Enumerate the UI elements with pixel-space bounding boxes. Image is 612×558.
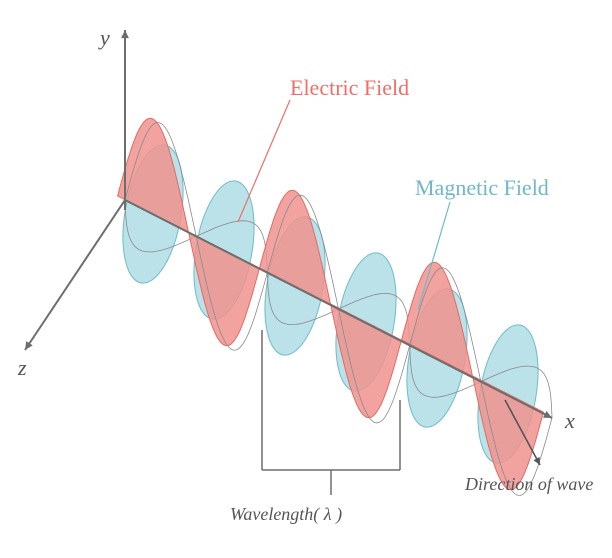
- axis-label-z: z: [17, 355, 27, 380]
- magnetic-label: Magnetic Field: [415, 175, 549, 200]
- electric-label: Electric Field: [290, 75, 409, 100]
- direction-label: Direction of wave: [464, 474, 593, 494]
- em-wave-diagram: y z x Direction of wave Electric Field Magnet…: [0, 0, 612, 558]
- wavelength-label: Wavelength( λ ): [230, 504, 342, 525]
- axis-label-y: y: [98, 25, 110, 50]
- axis-label-x: x: [564, 408, 575, 433]
